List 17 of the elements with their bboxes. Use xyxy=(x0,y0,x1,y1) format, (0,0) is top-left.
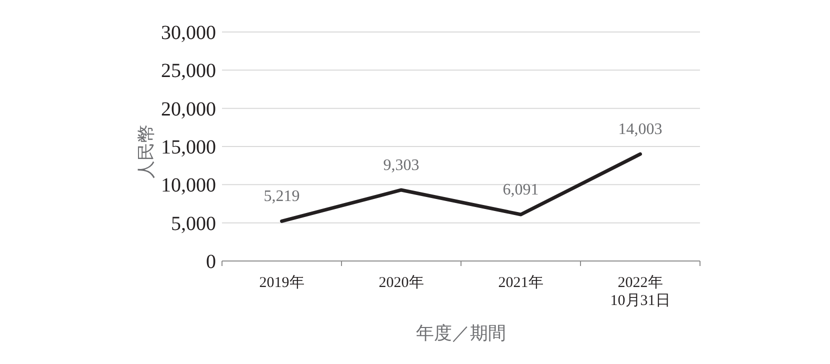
y-tick-label: 30,000 xyxy=(161,22,216,44)
data-label: 5,219 xyxy=(264,188,300,206)
y-tick-label: 15,000 xyxy=(161,136,216,158)
data-label: 14,003 xyxy=(618,121,662,138)
data-label: 9,303 xyxy=(383,156,420,174)
y-tick-label: 0 xyxy=(206,251,216,273)
y-tick-label: 10,000 xyxy=(161,174,216,197)
y-axis-title: 人民幣 xyxy=(136,124,156,178)
y-tick-label: 20,000 xyxy=(161,98,216,120)
x-tick-label: 2019年 xyxy=(259,274,304,291)
x-tick-label: 2020年 xyxy=(378,274,424,291)
x-tick-label: 2021年 xyxy=(498,274,544,291)
x-tick-label: 2022年 10月31日 xyxy=(610,274,670,309)
y-tick-label: 25,000 xyxy=(161,60,216,82)
y-tick-label: 5,000 xyxy=(171,212,216,235)
x-axis-title: 年度／期間 xyxy=(416,323,506,343)
data-label: 6,091 xyxy=(502,182,539,199)
